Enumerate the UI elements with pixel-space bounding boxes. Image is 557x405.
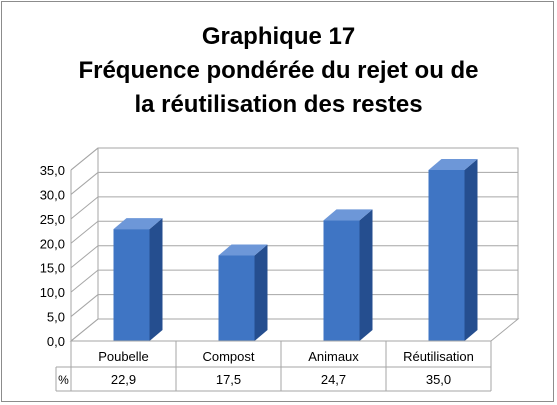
data-table-value: 35,0 xyxy=(426,372,451,387)
gridline-side xyxy=(70,318,99,342)
gridline-side xyxy=(70,269,99,293)
bar xyxy=(113,229,150,341)
bar-side xyxy=(149,218,163,341)
side-wall-edge xyxy=(70,147,99,171)
table-unit-label: % xyxy=(58,373,69,387)
y-tick-label: 10,0 xyxy=(40,285,65,300)
x-category-label: Compost xyxy=(202,349,254,364)
x-category-label: Poubelle xyxy=(98,349,149,364)
y-tick-label: 5,0 xyxy=(47,310,65,325)
gridline-side xyxy=(70,172,99,195)
gridline-side xyxy=(70,196,99,220)
chart-title-line-1: Graphique 17 xyxy=(201,23,356,50)
chart-title-line-3: la réutilisation des restes xyxy=(134,91,423,118)
bar-side xyxy=(359,209,373,341)
bar-side xyxy=(464,159,478,341)
bar-top xyxy=(218,244,268,256)
y-tick-label: 20,0 xyxy=(40,236,65,251)
x-category-label: Réutilisation xyxy=(403,349,474,364)
y-tick-label: 25,0 xyxy=(40,212,65,227)
gridline-side xyxy=(70,245,99,269)
x-category-label: Animaux xyxy=(308,349,359,364)
y-tick-label: 30,0 xyxy=(40,187,65,202)
y-tick-label: 15,0 xyxy=(40,261,65,276)
bar xyxy=(218,255,255,341)
chart-title-line-2: Fréquence pondérée du rejet ou de xyxy=(78,57,479,84)
data-table-value: 22,9 xyxy=(111,372,136,387)
bar-top xyxy=(428,159,478,170)
data-table-value: 17,5 xyxy=(216,372,241,387)
bar-top xyxy=(323,209,373,221)
bar-side xyxy=(254,244,268,341)
data-table-value: 24,7 xyxy=(321,372,346,387)
y-tick-label: 35,0 xyxy=(40,163,65,178)
gridline-side xyxy=(70,294,99,317)
y-tick-label: 0,0 xyxy=(47,334,65,349)
bar xyxy=(428,170,465,341)
bar xyxy=(323,220,360,341)
bar-top xyxy=(113,218,163,230)
gridline-side xyxy=(70,220,99,244)
